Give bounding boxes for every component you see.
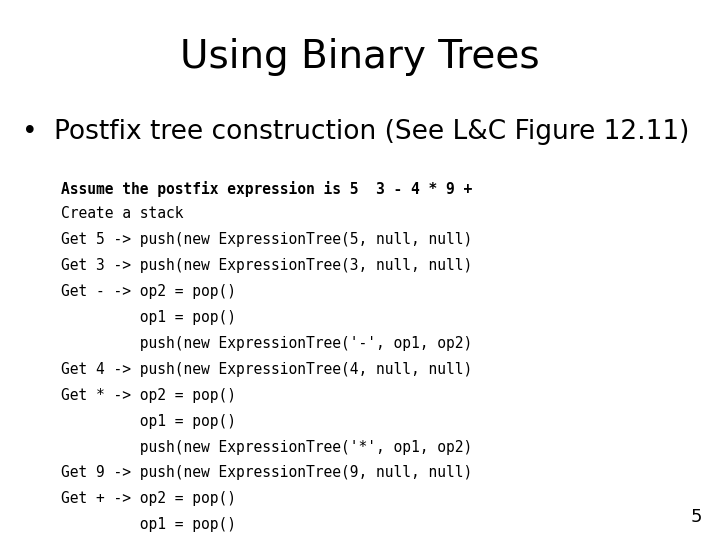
Text: Get + -> op2 = pop(): Get + -> op2 = pop() xyxy=(61,491,236,507)
Text: push(new ExpressionTree('-', op1, op2): push(new ExpressionTree('-', op1, op2) xyxy=(61,336,472,351)
Text: Get - -> op2 = pop(): Get - -> op2 = pop() xyxy=(61,284,236,299)
Text: Assume the postfix expression is 5  3 - 4 * 9 +: Assume the postfix expression is 5 3 - 4… xyxy=(61,181,472,197)
Text: op1 = pop(): op1 = pop() xyxy=(61,414,236,429)
Text: Get 5 -> push(new ExpressionTree(5, null, null): Get 5 -> push(new ExpressionTree(5, null… xyxy=(61,232,472,247)
Text: Get * -> op2 = pop(): Get * -> op2 = pop() xyxy=(61,388,236,403)
Text: Using Binary Trees: Using Binary Trees xyxy=(180,38,540,76)
Text: op1 = pop(): op1 = pop() xyxy=(61,310,236,325)
Text: Get 4 -> push(new ExpressionTree(4, null, null): Get 4 -> push(new ExpressionTree(4, null… xyxy=(61,362,472,377)
Text: push(new ExpressionTree('*', op1, op2): push(new ExpressionTree('*', op1, op2) xyxy=(61,440,472,455)
Text: •: • xyxy=(22,119,37,145)
Text: Get 3 -> push(new ExpressionTree(3, null, null): Get 3 -> push(new ExpressionTree(3, null… xyxy=(61,258,472,273)
Text: Get 9 -> push(new ExpressionTree(9, null, null): Get 9 -> push(new ExpressionTree(9, null… xyxy=(61,465,472,481)
Text: 5: 5 xyxy=(690,509,702,526)
Text: Create a stack: Create a stack xyxy=(61,206,184,221)
Text: Postfix tree construction (See L&C Figure 12.11): Postfix tree construction (See L&C Figur… xyxy=(54,119,689,145)
Text: op1 = pop(): op1 = pop() xyxy=(61,517,236,532)
